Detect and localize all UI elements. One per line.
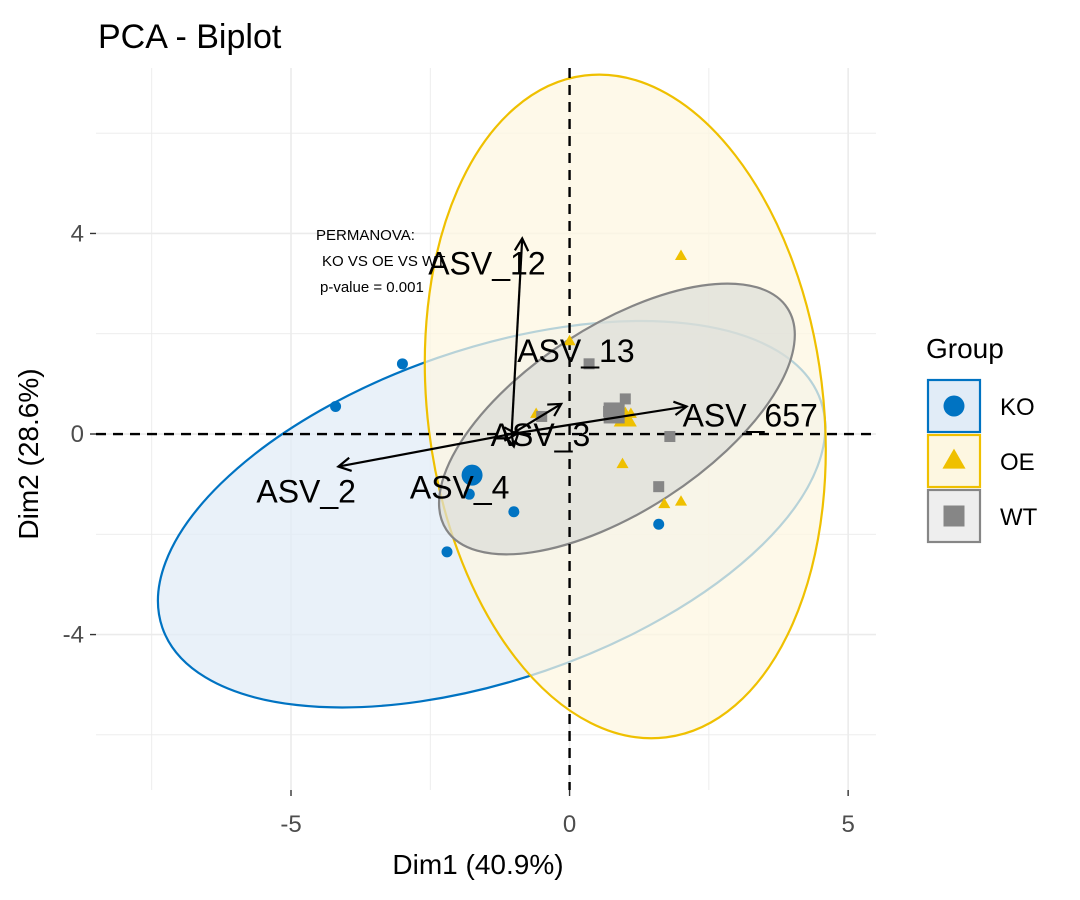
permanova-annotation: PERMANOVA: KO VS OE VS WT p-value = 0.00… bbox=[316, 227, 445, 296]
plot-panel: PERMANOVA: KO VS OE VS WT p-value = 0.00… bbox=[96, 68, 876, 790]
arrowhead-asv_2 bbox=[336, 456, 353, 472]
x-tick-label: -5 bbox=[280, 811, 301, 838]
arrow-asv_657 bbox=[511, 405, 687, 436]
point-ko bbox=[653, 518, 665, 530]
x-axis-title: Dim1 (40.9%) bbox=[392, 849, 563, 880]
observation-points bbox=[330, 249, 688, 558]
chart-title: PCA - Biplot bbox=[98, 18, 282, 56]
arrowhead-asv_4 bbox=[504, 432, 520, 449]
x-axis-ticks: -5 0 5 bbox=[280, 790, 855, 838]
point-oe bbox=[674, 495, 688, 506]
variable-label-asv_13: ASV_13 bbox=[517, 333, 634, 369]
point-wt bbox=[583, 358, 595, 370]
point-ko bbox=[330, 400, 342, 412]
centroid-ko bbox=[461, 464, 483, 486]
legend-label-wt: WT bbox=[1000, 504, 1038, 531]
point-oe bbox=[674, 249, 688, 260]
y-axis-title: Dim2 (28.6%) bbox=[13, 368, 44, 539]
variable-label-asv_657: ASV_657 bbox=[683, 397, 818, 433]
y-axis-ticks: -4 0 4 bbox=[63, 220, 96, 649]
point-wt bbox=[653, 481, 665, 493]
arrow-asv_13 bbox=[511, 402, 562, 435]
x-tick-label: 0 bbox=[563, 811, 576, 838]
point-ko bbox=[463, 488, 475, 500]
legend-marker-oe bbox=[942, 448, 966, 469]
arrowhead-asv_657 bbox=[673, 400, 689, 416]
annotation-line-3: p-value = 0.001 bbox=[320, 279, 424, 296]
point-oe bbox=[563, 334, 576, 346]
variable-arrows bbox=[336, 236, 689, 472]
legend-label-oe: OE bbox=[1000, 449, 1035, 476]
point-oe bbox=[658, 497, 671, 509]
arrow-asv_12 bbox=[510, 238, 524, 435]
variable-labels: ASV_12 ASV_13 ASV_3 ASV_657 ASV_2 ASV_4 bbox=[256, 245, 817, 509]
y-tick-label: -4 bbox=[63, 622, 84, 649]
variable-label-asv_4: ASV_4 bbox=[410, 470, 510, 506]
legend-title: Group bbox=[926, 333, 1004, 364]
arrow-asv_2 bbox=[338, 432, 512, 468]
confidence-ellipses bbox=[156, 73, 827, 740]
variable-label-asv_2: ASV_2 bbox=[256, 474, 356, 510]
x-tick-label: 5 bbox=[841, 811, 854, 838]
reference-lines bbox=[96, 68, 876, 790]
annotation-line-1: PERMANOVA: bbox=[316, 227, 415, 244]
point-ko bbox=[508, 506, 520, 518]
centroid-wt bbox=[603, 402, 625, 424]
legend-label-ko: KO bbox=[1000, 394, 1035, 421]
y-tick-label: 0 bbox=[71, 421, 84, 448]
legend-marker-ko bbox=[943, 395, 965, 417]
point-ko bbox=[441, 546, 453, 558]
legend-key-oe bbox=[926, 433, 982, 489]
arrowhead-asv_12 bbox=[513, 236, 530, 252]
legend: Group KO OE WT bbox=[926, 333, 1038, 544]
legend-marker-wt bbox=[943, 505, 965, 527]
point-ko bbox=[396, 358, 408, 370]
point-wt bbox=[664, 431, 676, 443]
arrowhead-asv_13 bbox=[547, 402, 564, 417]
point-wt bbox=[619, 393, 631, 405]
variable-label-asv_12: ASV_12 bbox=[428, 245, 545, 281]
point-oe bbox=[616, 457, 629, 469]
variable-label-asv_3: ASV_3 bbox=[491, 417, 591, 453]
y-tick-label: 4 bbox=[71, 220, 84, 247]
annotation-line-2: KO VS OE VS WT bbox=[322, 253, 445, 270]
